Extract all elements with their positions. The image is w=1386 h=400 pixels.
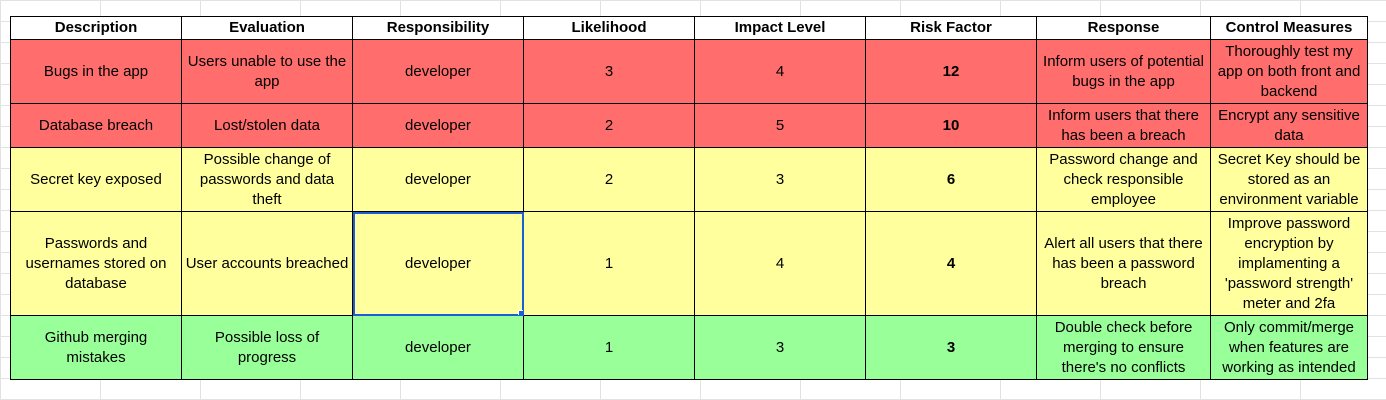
cell-description[interactable]: Passwords and usernames stored on databa…	[10, 211, 182, 316]
cell-likelihood[interactable]: 2	[523, 147, 695, 212]
cell-likelihood[interactable]: 1	[523, 211, 695, 316]
cell-risk-factor[interactable]: 10	[865, 103, 1037, 148]
cell-risk-factor[interactable]: 6	[865, 147, 1037, 212]
header-risk-factor[interactable]: Risk Factor	[865, 16, 1037, 40]
table-row: Github merging mistakes Possible loss of…	[10, 315, 1368, 380]
fill-handle[interactable]	[518, 310, 523, 315]
cell-description[interactable]: Bugs in the app	[10, 39, 182, 104]
cell-responsibility[interactable]: developer	[352, 315, 524, 380]
cell-response[interactable]: Alert all users that there has been a pa…	[1036, 211, 1211, 316]
header-likelihood[interactable]: Likelihood	[523, 16, 695, 40]
cell-evaluation[interactable]: Users unable to use the app	[181, 39, 353, 104]
cell-evaluation[interactable]: User accounts breached	[181, 211, 353, 316]
cell-control-measures[interactable]: Improve password encryption by implament…	[1210, 211, 1368, 316]
header-impact-level[interactable]: Impact Level	[694, 16, 866, 40]
cell-impact-level[interactable]: 3	[694, 147, 866, 212]
cell-likelihood[interactable]: 2	[523, 103, 695, 148]
table-row: Database breach Lost/stolen data develop…	[10, 103, 1368, 148]
cell-responsibility[interactable]: developer	[352, 39, 524, 104]
header-row: Description Evaluation Responsibility Li…	[10, 16, 1368, 40]
header-control-measures[interactable]: Control Measures	[1210, 16, 1368, 40]
cell-risk-factor[interactable]: 3	[865, 315, 1037, 380]
cell-description[interactable]: Secret key exposed	[10, 147, 182, 212]
cell-control-measures[interactable]: Secret Key should be stored as an enviro…	[1210, 147, 1368, 212]
cell-risk-factor[interactable]: 12	[865, 39, 1037, 104]
table-row: Bugs in the app Users unable to use the …	[10, 39, 1368, 104]
cell-response[interactable]: Password change and check responsible em…	[1036, 147, 1211, 212]
cell-responsibility-text: developer	[405, 254, 471, 272]
cell-response[interactable]: Inform users of potential bugs in the ap…	[1036, 39, 1211, 104]
cell-responsibility[interactable]: developer	[352, 147, 524, 212]
cell-responsibility[interactable]: developer	[352, 103, 524, 148]
cell-control-measures[interactable]: Thoroughly test my app on both front and…	[1210, 39, 1368, 104]
cell-response[interactable]: Double check before merging to ensure th…	[1036, 315, 1211, 380]
cell-responsibility-selected[interactable]: developer	[352, 211, 524, 316]
header-evaluation[interactable]: Evaluation	[181, 16, 353, 40]
cell-risk-factor[interactable]: 4	[865, 211, 1037, 316]
cell-impact-level[interactable]: 3	[694, 315, 866, 380]
header-responsibility[interactable]: Responsibility	[352, 16, 524, 40]
cell-impact-level[interactable]: 5	[694, 103, 866, 148]
cell-evaluation[interactable]: Possible change of passwords and data th…	[181, 147, 353, 212]
cell-evaluation[interactable]: Possible loss of progress	[181, 315, 353, 380]
cell-impact-level[interactable]: 4	[694, 211, 866, 316]
cell-evaluation[interactable]: Lost/stolen data	[181, 103, 353, 148]
cell-likelihood[interactable]: 3	[523, 39, 695, 104]
cell-response[interactable]: Inform users that there has been a breac…	[1036, 103, 1211, 148]
table-row: Passwords and usernames stored on databa…	[10, 211, 1368, 316]
cell-description[interactable]: Database breach	[10, 103, 182, 148]
cell-description[interactable]: Github merging mistakes	[10, 315, 182, 380]
cell-impact-level[interactable]: 4	[694, 39, 866, 104]
header-description[interactable]: Description	[10, 16, 182, 40]
cell-likelihood[interactable]: 1	[523, 315, 695, 380]
risk-assessment-table: Description Evaluation Responsibility Li…	[10, 16, 1368, 380]
table-row: Secret key exposed Possible change of pa…	[10, 147, 1368, 212]
cell-control-measures[interactable]: Encrypt any sensitive data	[1210, 103, 1368, 148]
header-response[interactable]: Response	[1036, 16, 1211, 40]
cell-control-measures[interactable]: Only commit/merge when features are work…	[1210, 315, 1368, 380]
